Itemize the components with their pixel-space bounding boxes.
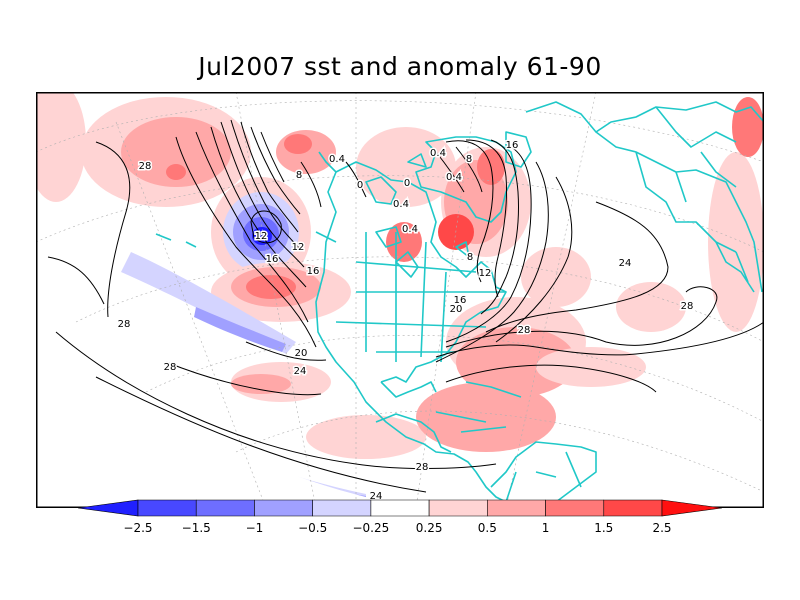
colorbar-box [195, 499, 255, 517]
colorbar-arrow-high [661, 499, 722, 517]
anomaly-patch [121, 117, 231, 187]
contour-label: 8 [467, 252, 473, 263]
contour-label: 0.4 [393, 199, 409, 210]
colorbar-tick-label: −0.25 [352, 521, 389, 535]
contour-label: 8 [466, 154, 472, 165]
colorbar-tick-label: 2.5 [652, 521, 671, 535]
map-title: Jul2007 sst and anomaly 61-90 [198, 52, 602, 81]
sst-anomaly-map: 28 28 28 28 28 28 24 24 24 20 20 16 16 1… [36, 92, 764, 508]
contour-label: 16 [266, 254, 279, 265]
anomaly-patch [231, 374, 291, 394]
contour-label: 28 [139, 161, 152, 172]
colorbar-arrow-low [78, 499, 139, 517]
anomaly-patch [194, 307, 286, 352]
colorbar-tick-label: 0.25 [416, 521, 443, 535]
contour-label: 0.4 [329, 154, 345, 165]
anomaly-patch [521, 247, 591, 307]
contour-label: 8 [296, 170, 302, 181]
anomaly-patch [456, 327, 576, 397]
anomaly-patch [536, 347, 646, 387]
anomaly-patch [56, 347, 366, 504]
colorbar-tick-label: 1 [542, 521, 550, 535]
anomaly-patch [246, 275, 296, 299]
colorbar-tick-label: 1.5 [594, 521, 613, 535]
contour-label: 28 [518, 325, 531, 336]
anomaly-patch [416, 382, 556, 452]
contour-label: 20 [295, 348, 308, 359]
contour-label: 16 [307, 266, 320, 277]
contour-label: 28 [118, 319, 131, 330]
contour-label: 20 [450, 304, 463, 315]
colorbar-box [312, 499, 372, 517]
contour-label: 16 [506, 140, 519, 151]
contour-label: 0.4 [446, 172, 462, 183]
contour-label: 0 [357, 180, 363, 191]
colorbar-tick-label: −1 [246, 521, 264, 535]
colorbar-box [428, 499, 488, 517]
colorbar-box [137, 499, 197, 517]
colorbar-tick-label: 0.5 [478, 521, 497, 535]
colorbar-labels: −2.5 −1.5 −1 −0.5 −0.25 0.25 0.5 1 1.5 2.5 [123, 521, 671, 535]
contour-label: 12 [255, 231, 268, 242]
contour-label: 12 [292, 242, 305, 253]
graticule [36, 92, 764, 508]
anomaly-patch [36, 92, 86, 202]
contour-label: 24 [294, 366, 307, 377]
anomaly-patch [284, 134, 312, 154]
sst-contours [47, 119, 764, 493]
colorbar-box [254, 499, 313, 517]
anomaly-patch [306, 415, 426, 459]
contour-label: 0.4 [430, 148, 446, 159]
colorbar-box [603, 499, 663, 517]
contour-label: 16 [454, 295, 467, 306]
contour-label: 28 [681, 301, 694, 312]
colorbar-box [487, 499, 546, 517]
colorbar: −2.5 −1.5 −1 −0.5 −0.25 0.25 0.5 1 1.5 2.5 [78, 499, 722, 535]
anomaly-patch [616, 282, 686, 332]
colorbar-box [370, 499, 430, 517]
colorbar-tick-label: −1.5 [182, 521, 211, 535]
anomaly-patch [732, 97, 764, 157]
colorbar-boxes [78, 499, 722, 517]
contour-label: 24 [619, 258, 632, 269]
colorbar-tick-label: −0.5 [298, 521, 327, 535]
contour-label: 28 [164, 362, 177, 373]
contour-label: 0.4 [402, 224, 418, 235]
contour-label: 0 [404, 178, 410, 189]
coastlines [155, 101, 764, 508]
contour-label: 12 [479, 268, 492, 279]
anomaly-patch [166, 164, 186, 180]
anomaly-patch [121, 252, 296, 354]
colorbar-box [545, 499, 605, 517]
contour-label: 28 [416, 462, 429, 473]
anomaly-patch [386, 222, 422, 262]
colorbar-tick-label: −2.5 [123, 521, 152, 535]
